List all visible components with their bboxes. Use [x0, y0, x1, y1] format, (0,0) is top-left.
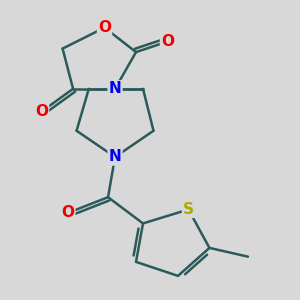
Text: N: N [109, 81, 122, 96]
Text: O: O [161, 34, 174, 49]
Text: S: S [183, 202, 194, 217]
Text: O: O [35, 104, 48, 119]
Text: N: N [109, 149, 122, 164]
Text: O: O [61, 206, 74, 220]
Text: O: O [98, 20, 111, 35]
